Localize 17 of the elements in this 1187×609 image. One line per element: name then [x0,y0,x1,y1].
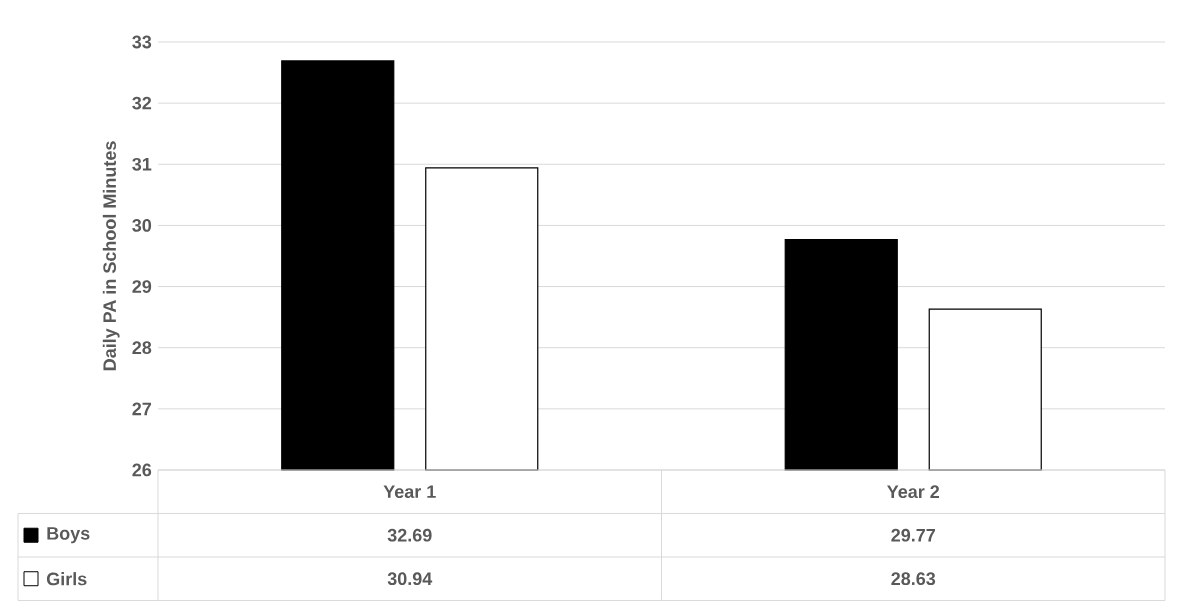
y-axis-title: Daily PA in School Minutes [102,141,120,371]
data-label: 28.63 [891,572,936,586]
legend-label: Boys [47,527,90,544]
x-tick-label: Year 2 [887,485,940,499]
y-tick-label: 26 [132,463,152,477]
y-tick-label: 32 [132,96,152,110]
legend-label: Girls [46,572,87,586]
y-tick-label: 30 [132,219,152,232]
y-tick-label: 31 [132,157,152,171]
data-label: 29.77 [891,528,935,542]
data-label: 30.94 [387,572,433,586]
y-tick-label: 33 [132,35,152,49]
data-label: 32.69 [387,528,432,542]
x-tick-label: Year 1 [383,485,436,499]
y-tick-label: 27 [132,402,152,416]
y-tick-label: 29 [132,280,152,293]
y-tick-label: 28 [132,341,152,355]
